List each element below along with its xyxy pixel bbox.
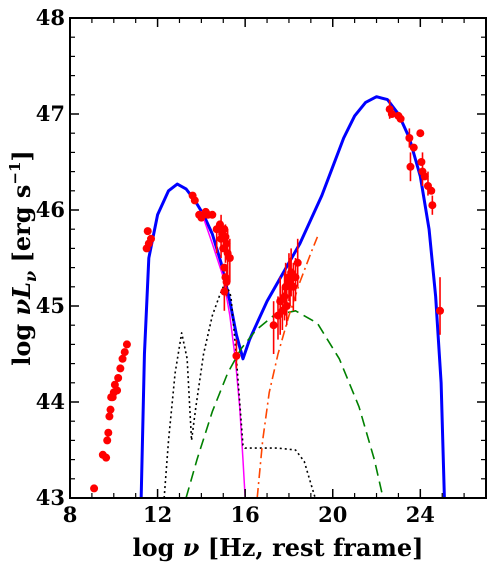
data-point xyxy=(387,110,396,118)
data-point xyxy=(220,225,229,234)
data-point xyxy=(420,172,429,181)
model-curve-external_compton xyxy=(256,236,319,498)
model-curve-synchrotron xyxy=(200,211,246,498)
data-point xyxy=(405,134,414,142)
data-point xyxy=(282,302,291,310)
data-point xyxy=(116,364,125,373)
data-point xyxy=(147,234,156,243)
data-point xyxy=(396,114,405,123)
data-point xyxy=(106,405,115,414)
data-point xyxy=(122,340,131,349)
model-curve-thermal xyxy=(163,281,316,498)
data-point xyxy=(417,158,426,166)
data-point xyxy=(280,292,289,301)
data-point xyxy=(102,453,111,462)
data-point xyxy=(428,201,437,210)
data-point xyxy=(90,484,99,493)
data-point xyxy=(225,254,234,262)
data-point xyxy=(220,287,229,296)
x-tick-label: 16 xyxy=(231,502,260,527)
data-point xyxy=(269,321,278,330)
y-tick-label: 46 xyxy=(36,197,65,222)
y-tick-label: 43 xyxy=(36,485,65,510)
x-tick-label: 8 xyxy=(63,502,78,527)
y-tick-label: 48 xyxy=(36,5,65,30)
data-point xyxy=(409,143,418,152)
data-point xyxy=(120,348,129,357)
axis-ticks xyxy=(69,17,486,499)
data-point xyxy=(208,210,217,219)
data-point xyxy=(114,374,123,382)
data-point xyxy=(118,354,127,363)
data-point xyxy=(416,129,425,138)
data-point xyxy=(436,306,445,315)
data-point xyxy=(221,232,230,241)
data-point xyxy=(190,196,199,205)
data-point xyxy=(222,278,231,286)
data-point xyxy=(104,428,113,437)
data-point xyxy=(427,186,436,195)
data-point xyxy=(222,239,231,248)
data-point xyxy=(103,436,112,445)
y-tick-label: 44 xyxy=(36,389,65,414)
data-point xyxy=(220,263,229,272)
data-point xyxy=(143,227,152,236)
data-point xyxy=(291,273,300,282)
x-tick-label: 24 xyxy=(406,502,435,527)
data-points xyxy=(90,105,445,493)
data-point xyxy=(197,213,206,222)
data-point xyxy=(293,258,302,267)
data-point xyxy=(232,351,241,360)
data-point xyxy=(105,412,114,421)
model-curve-ssc xyxy=(185,310,384,498)
plot-frame xyxy=(69,17,487,499)
x-tick-labels: 8 12 16 20 24 xyxy=(63,502,435,527)
x-tick-label: 20 xyxy=(318,502,347,527)
y-axis-title: log νLν [erg s−1] xyxy=(6,150,40,366)
data-point xyxy=(406,162,415,171)
x-tick-label: 12 xyxy=(143,502,172,527)
y-tick-labels: 43 44 45 46 47 48 xyxy=(36,5,65,510)
y-tick-label: 45 xyxy=(36,293,65,318)
data-point xyxy=(113,386,122,395)
y-tick-label: 47 xyxy=(36,101,65,126)
x-axis-title: log ν [Hz, rest frame] xyxy=(132,533,423,562)
data-point xyxy=(289,282,298,291)
